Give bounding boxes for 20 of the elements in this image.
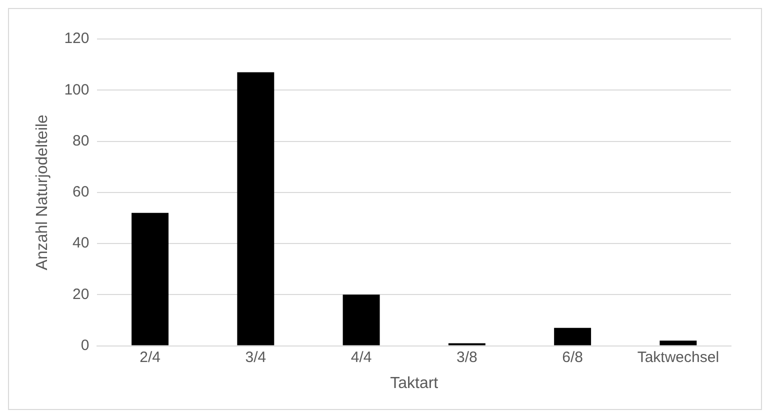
x-tick-label: 3/4	[245, 348, 266, 366]
y-tick-label: 100	[64, 81, 90, 98]
x-axis-title: Taktart	[390, 374, 439, 392]
bar	[660, 340, 697, 346]
x-tick-label: 3/8	[456, 348, 478, 366]
bar	[132, 212, 169, 346]
y-tick-label: 40	[72, 234, 90, 252]
y-tick-label: 120	[64, 30, 90, 48]
bar	[554, 328, 592, 346]
y-tick-label: 60	[72, 184, 90, 201]
x-tick-label: 4/4	[350, 348, 372, 366]
x-tick-label: 2/4	[140, 348, 160, 366]
bar	[342, 294, 380, 346]
y-tick-label: 0	[80, 336, 90, 354]
y-axis-title: Anzahl Naturjodelteile	[34, 114, 52, 270]
x-tick-label: 6/8	[562, 348, 583, 366]
y-tick-label: 80	[72, 132, 90, 150]
x-tick-label: Taktwechsel	[637, 348, 720, 366]
bar	[237, 72, 274, 346]
y-tick-label: 20	[72, 286, 90, 303]
